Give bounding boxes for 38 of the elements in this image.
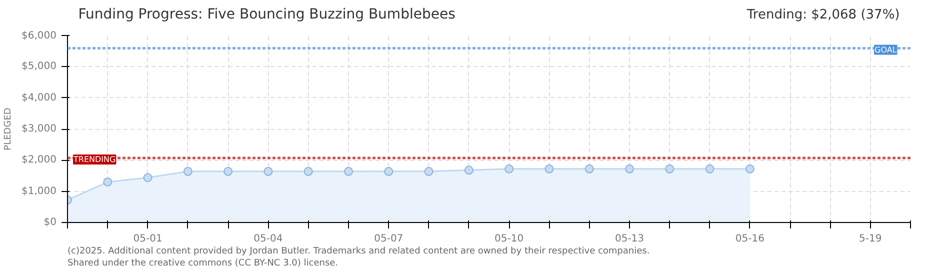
point: [304, 166, 313, 176]
x-tick-label: 5-19: [859, 234, 882, 244]
point: [143, 173, 152, 182]
y-tick-label: $0: [44, 217, 57, 228]
point: [264, 166, 273, 176]
point: [625, 164, 634, 174]
point: [504, 164, 514, 174]
text: Shared under the creative commons (CC BY-NC 3.0) license.: [68, 258, 338, 268]
point: [103, 177, 112, 186]
point: [183, 166, 192, 176]
x-tick-label: 05-16: [735, 234, 764, 244]
point: [344, 166, 353, 176]
point: [544, 164, 554, 174]
x-tick-label: 05-13: [614, 234, 644, 244]
y-axis-title: PLEDGED: [4, 108, 14, 150]
point: [464, 166, 474, 175]
y-tick-label: $5,000: [22, 61, 57, 72]
x-tick-label: 05-01: [133, 234, 162, 244]
chart-title: Funding Progress: Five Bouncing Buzzing Bumblebees: [78, 6, 456, 22]
y-tick-label: $6,000: [22, 30, 57, 42]
y-tick-label: $3,000: [22, 124, 57, 134]
text: (c)2025. Additional content provided by Jordan Butler. Trademarks and related content are owned by their respective companies.: [68, 246, 650, 256]
chart-subtitle: Trending: $2,068 (37%): [746, 8, 900, 22]
ref-line-label: GOAL: [874, 45, 898, 54]
y-tick-label: $2,000: [22, 154, 57, 166]
point: [705, 164, 714, 174]
y-tick-label: $4,000: [22, 92, 57, 104]
point: [384, 166, 394, 176]
point: [745, 164, 754, 174]
point: [424, 166, 434, 176]
ref-line-label: TRENDING: [72, 155, 116, 164]
x-tick-label: 05-04: [254, 234, 283, 244]
point: [584, 164, 594, 174]
point: [665, 164, 674, 174]
y-tick-label: $1,000: [22, 186, 57, 197]
x-tick-label: 05-07: [374, 234, 404, 244]
point: [224, 166, 233, 176]
x-tick-label: 05-10: [494, 234, 524, 244]
